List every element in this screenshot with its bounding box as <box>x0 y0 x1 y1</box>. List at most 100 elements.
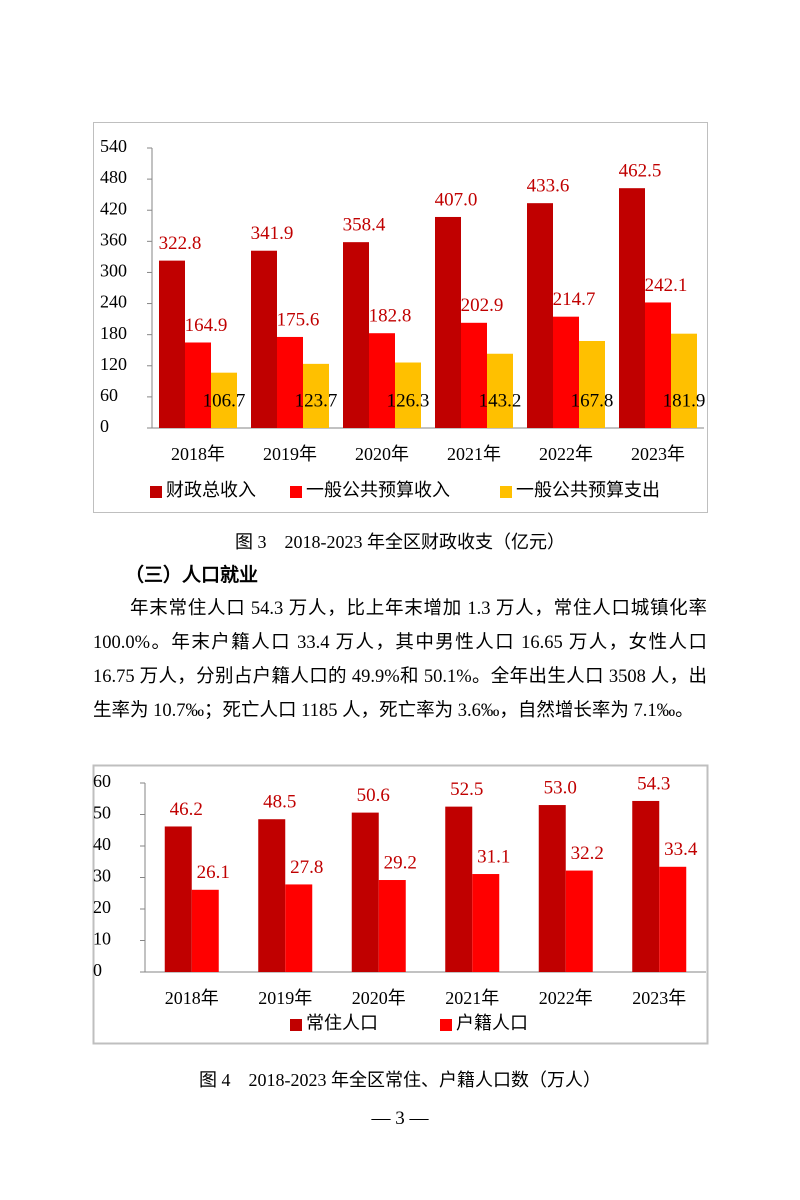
bar <box>671 333 697 428</box>
legend-label: 户籍人口 <box>456 1013 528 1033</box>
data-label: 26.1 <box>197 862 230 883</box>
y-tick-label: 60 <box>93 771 111 791</box>
data-label: 31.1 <box>477 846 510 867</box>
y-tick-label: 180 <box>100 323 127 343</box>
data-label: 341.9 <box>251 223 294 244</box>
x-tick-label: 2020年 <box>355 444 409 464</box>
legend-label: 一般公共预算收入 <box>306 480 450 500</box>
x-tick-label: 2022年 <box>539 988 593 1008</box>
bar <box>378 880 406 972</box>
data-label: 322.8 <box>159 233 202 254</box>
y-tick-label: 360 <box>100 229 127 249</box>
bar <box>659 866 687 972</box>
data-label: 407.0 <box>435 189 478 210</box>
page-number: — 3 — <box>371 1108 429 1129</box>
x-tick-label: 2019年 <box>263 444 317 464</box>
section-heading: （三）人口就业 <box>125 565 259 586</box>
data-label: 50.6 <box>357 785 390 806</box>
y-tick-label: 60 <box>100 385 118 405</box>
paragraph: 年末常住人口 54.3 万人，比上年末增加 1.3 万人，常住人口城镇化率 10… <box>93 599 707 721</box>
bar <box>435 216 461 428</box>
bar <box>251 250 277 428</box>
bar <box>159 260 185 428</box>
legend-swatch <box>500 486 512 498</box>
data-label: 358.4 <box>343 215 386 236</box>
data-label: 123.7 <box>295 390 338 411</box>
y-tick-label: 20 <box>93 897 111 917</box>
data-label: 33.4 <box>664 839 698 860</box>
x-tick-label: 2021年 <box>445 988 499 1008</box>
bar <box>461 322 487 428</box>
y-tick-label: 120 <box>100 354 127 374</box>
chart-frame <box>93 122 708 513</box>
legend-swatch <box>290 486 302 498</box>
x-tick-label: 2021年 <box>447 444 501 464</box>
y-tick-label: 30 <box>93 866 111 886</box>
bar <box>472 874 500 972</box>
legend-label: 常住人口 <box>306 1013 378 1033</box>
bar <box>487 353 513 428</box>
data-label: 181.9 <box>663 390 706 411</box>
x-tick-label: 2023年 <box>631 444 685 464</box>
y-tick-label: 50 <box>93 803 111 823</box>
y-tick-label: 480 <box>100 167 127 187</box>
bar <box>185 342 211 428</box>
bar <box>395 362 421 428</box>
data-label: 182.8 <box>369 306 412 327</box>
bar <box>632 800 660 972</box>
bar <box>445 806 473 972</box>
x-tick-label: 2020年 <box>352 988 406 1008</box>
bar <box>164 826 192 972</box>
data-label: 52.5 <box>450 779 483 800</box>
y-tick-label: 40 <box>93 834 111 854</box>
bar <box>211 372 237 428</box>
x-tick-label: 2023年 <box>632 988 686 1008</box>
data-label: 143.2 <box>479 390 522 411</box>
x-tick-label: 2018年 <box>171 444 225 464</box>
y-tick-label: 0 <box>100 416 109 436</box>
legend-swatch <box>290 1019 302 1031</box>
data-label: 53.0 <box>544 777 577 798</box>
data-label: 202.9 <box>461 295 504 316</box>
chart-caption: 图 3 2018-2023 年全区财政收支（亿元） <box>235 532 565 552</box>
data-label: 462.5 <box>619 161 662 182</box>
legend-swatch <box>150 486 162 498</box>
legend-swatch <box>440 1019 452 1031</box>
data-label: 126.3 <box>387 390 430 411</box>
data-label: 54.3 <box>637 773 670 794</box>
bar <box>343 242 369 428</box>
y-tick-label: 540 <box>100 136 127 156</box>
legend-label: 财政总收入 <box>166 480 256 500</box>
data-label: 167.8 <box>571 390 614 411</box>
data-label: 175.6 <box>277 309 320 330</box>
bar <box>619 188 645 428</box>
legend-label: 一般公共预算支出 <box>516 480 660 500</box>
data-label: 214.7 <box>553 289 596 310</box>
bar <box>258 819 286 972</box>
y-tick-label: 10 <box>93 929 111 949</box>
bar <box>527 203 553 428</box>
x-tick-label: 2018年 <box>165 988 219 1008</box>
bar <box>369 333 395 428</box>
bar <box>303 363 329 428</box>
data-label: 106.7 <box>203 390 246 411</box>
chart: 0 60 120 180 240 300 360 420 480 540 2018年 322.8 164… <box>93 122 708 513</box>
x-tick-label: 2022年 <box>539 444 593 464</box>
bar <box>351 812 379 972</box>
x-tick-label: 2019年 <box>258 988 312 1008</box>
bar <box>553 316 579 428</box>
y-tick-label: 240 <box>100 292 127 312</box>
bar <box>565 870 593 972</box>
bar <box>277 336 303 428</box>
y-tick-label: 300 <box>100 261 127 281</box>
data-label: 242.1 <box>645 275 688 296</box>
data-label: 433.6 <box>527 176 570 197</box>
y-tick-label: 0 <box>93 960 102 980</box>
bar <box>579 340 605 428</box>
data-label: 48.5 <box>263 792 296 813</box>
data-label: 29.2 <box>384 852 417 873</box>
bar <box>191 889 219 972</box>
chart-caption: 图 4 2018-2023 年全区常住、户籍人口数（万人） <box>199 1070 601 1090</box>
chart: 0 10 20 30 40 50 60 2018年 46.2 26.1 2019年 48.5 27.8 2… <box>92 764 709 1045</box>
